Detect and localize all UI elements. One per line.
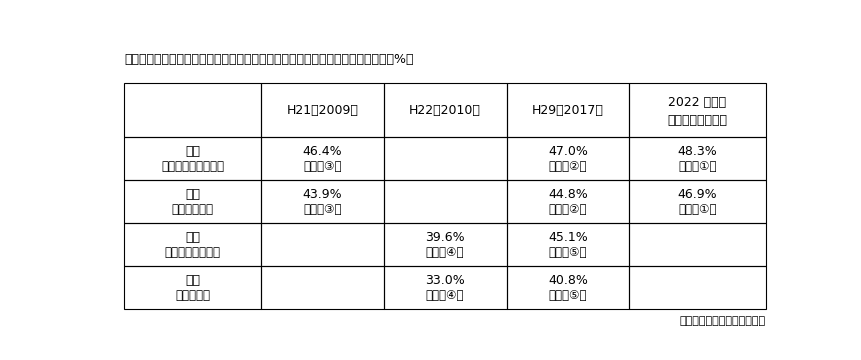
Text: 2022 年以降: 2022 年以降 [668,96,726,109]
Bar [261,138,383,180]
Text: 47.0%: 47.0% [548,145,587,158]
Text: （小数点２桁以下四捨五入）: （小数点２桁以下四捨五入） [678,316,765,326]
Bar [629,223,765,266]
Text: （資料③）: （資料③） [303,160,341,173]
Text: 48.3%: 48.3% [677,145,716,158]
Text: 参院: 参院 [185,274,200,287]
Text: （選挙区＋比例）: （選挙区＋比例） [164,246,220,259]
Text: 33.0%: 33.0% [424,274,464,287]
Bar [383,223,506,266]
Text: （資料⑤）: （資料⑤） [548,289,586,302]
Text: （アダムズ方式）: （アダムズ方式） [666,114,727,127]
Bar [506,138,629,180]
Bar [506,180,629,223]
Bar [506,266,629,309]
Text: H29（2017）: H29（2017） [531,104,604,117]
Text: （資料②）: （資料②） [548,203,586,216]
Bar [383,266,506,309]
Bar [629,180,765,223]
Bar [383,180,506,223]
Bar [261,266,383,309]
Bar [261,223,383,266]
Bar [629,84,765,138]
Text: 議員の過半数を選出するために必要な人口・選挙人数の対全人口・選挙人数比（%）: 議員の過半数を選出するために必要な人口・選挙人数の対全人口・選挙人数比（%） [124,53,413,66]
Text: （資料①）: （資料①） [678,160,716,173]
Text: （資料③）: （資料③） [303,203,341,216]
Text: （資料①）: （資料①） [678,203,716,216]
Text: （資料④）: （資料④） [425,246,464,259]
Text: 45.1%: 45.1% [548,231,587,244]
Text: （資料⑤）: （資料⑤） [548,246,586,259]
Text: （選挙区）: （選挙区） [175,289,210,302]
Bar [261,84,383,138]
Text: H22（2010）: H22（2010） [409,104,480,117]
Text: 39.6%: 39.6% [424,231,464,244]
Text: 40.8%: 40.8% [548,274,587,287]
Bar [261,180,383,223]
Bar [124,138,261,180]
Bar [383,138,506,180]
Bar [629,138,765,180]
Text: 43.9%: 43.9% [302,188,342,201]
Text: （小選挙区＋比例）: （小選挙区＋比例） [161,160,224,173]
Bar [506,84,629,138]
Text: 衆院: 衆院 [185,145,200,158]
Bar [383,84,506,138]
Text: 44.8%: 44.8% [548,188,587,201]
Text: （資料④）: （資料④） [425,289,464,302]
Text: 参院: 参院 [185,231,200,244]
Bar [506,223,629,266]
Text: 46.4%: 46.4% [302,145,342,158]
Text: H21（2009）: H21（2009） [286,104,358,117]
Bar [124,180,261,223]
Bar [124,84,261,138]
Text: 衆院: 衆院 [185,188,200,201]
Bar [124,266,261,309]
Bar [629,266,765,309]
Text: （資料②）: （資料②） [548,160,586,173]
Bar [124,223,261,266]
Text: （小選挙区）: （小選挙区） [171,203,214,216]
Text: 46.9%: 46.9% [677,188,716,201]
